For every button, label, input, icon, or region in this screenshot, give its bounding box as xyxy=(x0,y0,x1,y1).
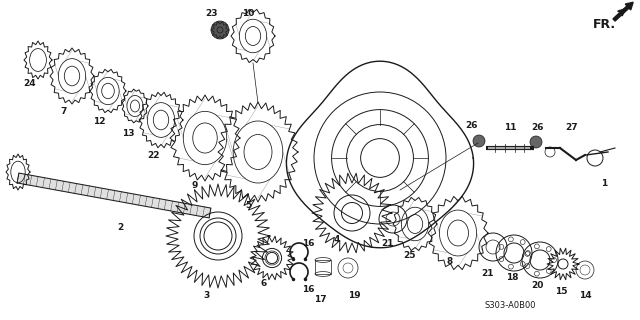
Text: FR.: FR. xyxy=(593,18,616,30)
Text: 11: 11 xyxy=(504,124,516,132)
Text: 16: 16 xyxy=(301,239,314,249)
Text: 15: 15 xyxy=(555,286,567,295)
Text: 5: 5 xyxy=(245,201,251,210)
Text: 21: 21 xyxy=(381,239,394,249)
Text: 14: 14 xyxy=(579,292,591,300)
Text: 10: 10 xyxy=(242,10,254,19)
Text: 25: 25 xyxy=(404,252,416,260)
Bar xyxy=(315,260,331,274)
Text: 22: 22 xyxy=(148,150,160,159)
Text: 26: 26 xyxy=(466,122,478,131)
Text: 1: 1 xyxy=(601,180,607,188)
Text: 21: 21 xyxy=(482,268,494,277)
Text: 27: 27 xyxy=(566,124,579,132)
FancyArrow shape xyxy=(613,2,633,21)
Text: 16: 16 xyxy=(301,285,314,294)
Circle shape xyxy=(211,21,229,39)
Text: 9: 9 xyxy=(192,180,198,189)
Text: S303-A0B00: S303-A0B00 xyxy=(484,300,536,309)
Text: 24: 24 xyxy=(24,79,36,89)
Text: 18: 18 xyxy=(506,274,518,283)
Text: 23: 23 xyxy=(205,10,218,19)
Text: 7: 7 xyxy=(61,108,67,116)
Text: 2: 2 xyxy=(117,223,123,233)
Text: 6: 6 xyxy=(261,279,267,289)
Circle shape xyxy=(530,136,542,148)
Text: 3: 3 xyxy=(203,292,209,300)
Text: 12: 12 xyxy=(93,117,105,126)
Circle shape xyxy=(473,135,485,147)
Text: 13: 13 xyxy=(122,129,134,138)
Text: 4: 4 xyxy=(334,236,340,244)
Text: 26: 26 xyxy=(531,123,543,132)
Text: 17: 17 xyxy=(314,294,326,303)
Text: 8: 8 xyxy=(447,258,453,267)
Text: 19: 19 xyxy=(348,291,360,300)
Text: 20: 20 xyxy=(531,281,543,290)
Polygon shape xyxy=(17,173,211,218)
